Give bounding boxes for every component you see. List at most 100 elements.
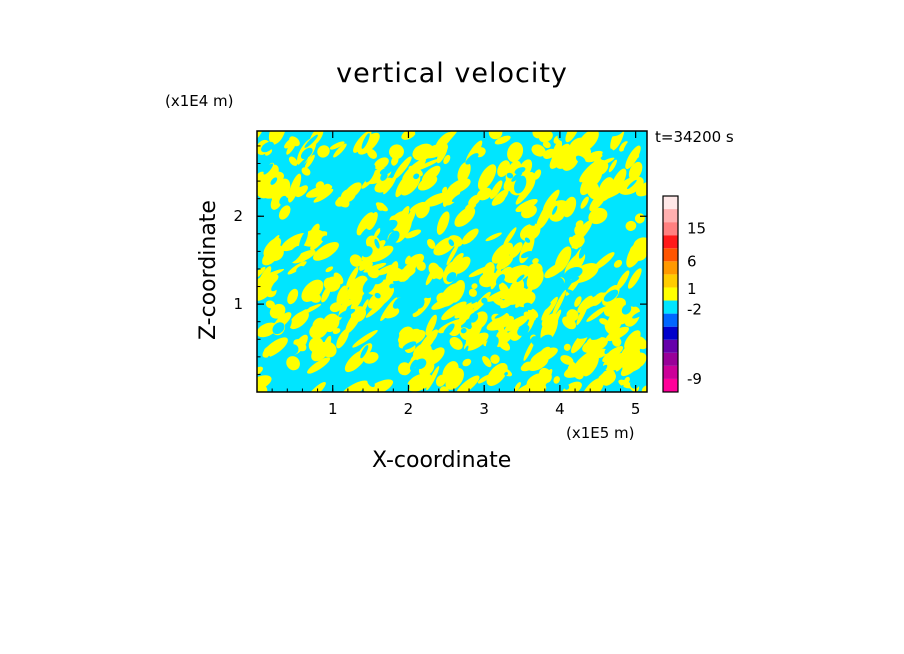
plot-frame (256, 130, 648, 393)
updraft-patch (482, 356, 492, 368)
updraft-patch (428, 262, 440, 276)
updraft-patch (496, 255, 514, 270)
downdraft-patch (603, 289, 619, 302)
downdraft-patch (485, 336, 499, 351)
updraft-patch (628, 161, 643, 181)
updraft-patch (610, 131, 625, 151)
updraft-patch (389, 144, 404, 160)
downdraft-patch (285, 319, 292, 332)
downdraft-patch (506, 172, 514, 179)
updraft-patch (329, 141, 345, 150)
downdraft-patch (623, 138, 633, 151)
colorbar-cell (663, 339, 678, 353)
downdraft-patch (338, 308, 356, 318)
downdraft-patch (578, 240, 589, 259)
colorbar-cell (663, 287, 678, 301)
updraft-patch (532, 258, 539, 264)
updraft-patch (580, 196, 589, 209)
downdraft-patch (542, 235, 558, 243)
updraft-patch (313, 188, 334, 203)
updraft-patch (465, 202, 477, 211)
updraft-patch (553, 376, 560, 384)
downdraft-patch (514, 175, 527, 194)
colorbar-label: 6 (687, 252, 697, 270)
downdraft-patch (312, 268, 323, 278)
updraft-patch (402, 158, 426, 181)
downdraft-patch (276, 160, 282, 167)
updraft-patch (498, 282, 510, 297)
updraft-patch (551, 309, 562, 326)
downdraft-patch (627, 179, 637, 189)
updraft-patch (444, 131, 462, 144)
plot-border (256, 130, 648, 393)
updraft-patch (610, 179, 623, 192)
updraft-patch (462, 358, 472, 367)
updraft-patch (522, 247, 529, 254)
downdraft-patch (306, 381, 315, 390)
updraft-patch (426, 347, 445, 366)
downdraft-patch (523, 302, 534, 311)
updraft-patch (367, 212, 378, 230)
updraft-patch (317, 145, 330, 158)
x-axis-label: X-coordinate (372, 448, 512, 473)
updraft-patch (289, 310, 309, 330)
colorbar-cell (663, 222, 678, 236)
updraft-patch (593, 252, 615, 271)
updraft-patch (445, 367, 464, 390)
downdraft-patch (575, 155, 586, 164)
downdraft-patch (516, 274, 525, 283)
updraft-patch (493, 312, 510, 330)
downdraft-patch (520, 251, 533, 259)
updraft-patch (332, 328, 341, 335)
updraft-patch (574, 296, 582, 307)
colorbar-cell (663, 313, 678, 327)
updraft-patch (538, 367, 552, 383)
updraft-patch (308, 292, 322, 303)
downdraft-patch (400, 383, 410, 392)
updraft-patch (454, 207, 476, 227)
updraft-patch (284, 137, 297, 149)
downdraft-patch (621, 304, 632, 315)
updraft-patch (424, 192, 450, 207)
updraft-patch (349, 254, 362, 267)
updraft-patch (416, 261, 426, 271)
updraft-patch (257, 266, 272, 288)
updraft-patch (577, 131, 599, 153)
updraft-patch (398, 328, 421, 349)
updraft-patch (313, 242, 339, 261)
updraft-patch (605, 326, 630, 342)
updraft-patch (295, 185, 308, 198)
updraft-patch (531, 144, 546, 157)
updraft-patch (352, 330, 378, 348)
downdraft-patch (524, 237, 531, 243)
updraft-patch (541, 296, 558, 321)
updraft-patch (573, 367, 584, 380)
updraft-patch (567, 361, 576, 375)
updraft-patch (560, 355, 574, 365)
downdraft-patch (619, 231, 625, 236)
x-unit-label: (x1E5 m) (566, 424, 635, 442)
downdraft-patch (298, 230, 309, 249)
downdraft-patch (514, 167, 526, 175)
colorbar-cell (663, 326, 678, 340)
downdraft-patch (563, 383, 570, 390)
updraft-patch (336, 328, 349, 349)
updraft-patch (405, 255, 411, 265)
updraft-patch (341, 380, 369, 392)
updraft-patch (412, 143, 434, 161)
updraft-patch (602, 346, 624, 363)
velocity-field (257, 131, 647, 392)
downdraft-patch (494, 310, 509, 319)
downdraft-patch (263, 355, 270, 370)
colorbar-label: 1 (687, 280, 697, 298)
updraft-patch (286, 356, 300, 371)
updraft-patch (308, 337, 324, 353)
updraft-patch (468, 265, 491, 278)
updraft-patch (441, 301, 467, 321)
updraft-patch (335, 196, 348, 207)
updraft-patch (507, 278, 525, 303)
updraft-patch (551, 289, 567, 318)
updraft-patch (391, 155, 399, 166)
updraft-patch (588, 207, 608, 225)
